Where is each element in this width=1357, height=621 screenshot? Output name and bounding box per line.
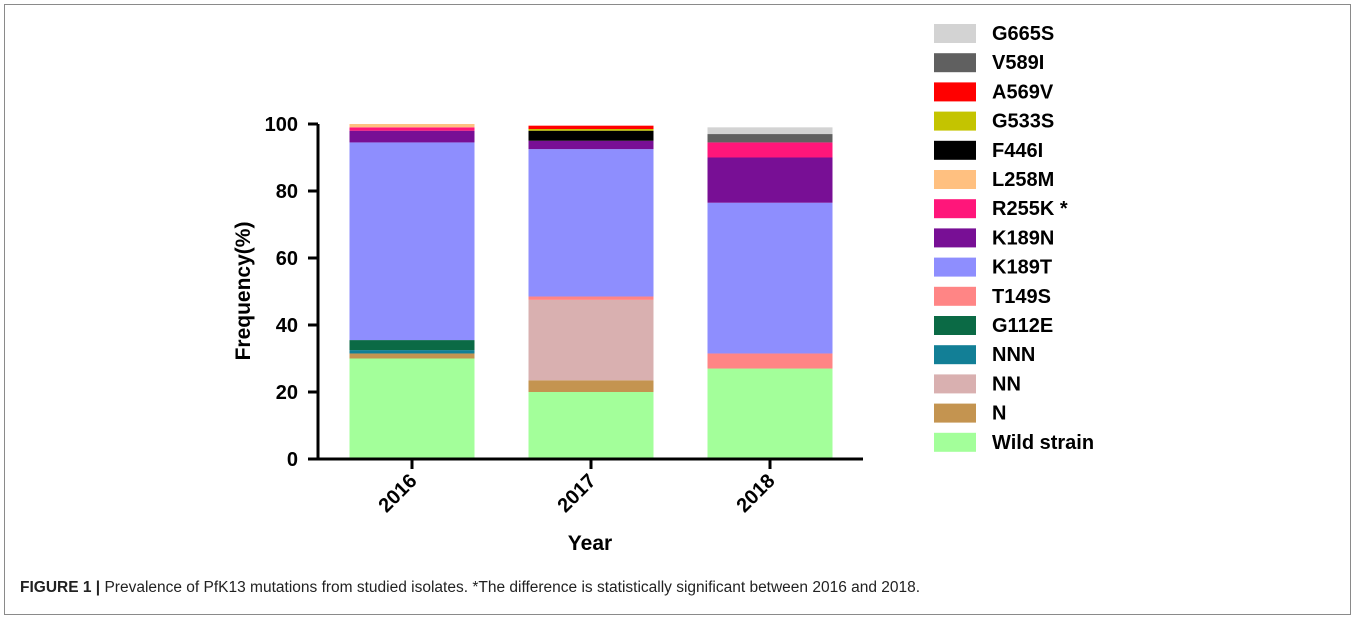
x-axis-title: Year bbox=[568, 532, 612, 555]
legend-swatch-wild-strain bbox=[934, 432, 976, 452]
y-tick-label-80: 80 bbox=[276, 181, 298, 203]
legend-swatch-l258m bbox=[934, 170, 976, 189]
legend-label-a569v: A569V bbox=[992, 81, 1054, 103]
bar-segment-2018-r255k bbox=[707, 142, 833, 158]
legend-label-g533s: G533S bbox=[992, 111, 1054, 133]
bar-segment-2016-r255k bbox=[349, 127, 475, 131]
bar-segment-2018-g665s bbox=[707, 127, 833, 135]
legend-swatch-v589i bbox=[934, 53, 976, 73]
legend-swatch-t149s bbox=[934, 286, 976, 306]
legend-swatch-f446i bbox=[934, 140, 976, 160]
bar-segment-2016-l258m bbox=[349, 124, 475, 128]
legend-label-t149s: T149S bbox=[992, 286, 1051, 308]
bar-segment-2017-k189n bbox=[528, 140, 654, 150]
legend-label-nnn: NNN bbox=[992, 344, 1035, 366]
legend-label-f446i: F446I bbox=[992, 140, 1043, 162]
bar-segment-2017-g533s bbox=[528, 129, 654, 131]
figure-caption: FIGURE 1 | Prevalence of PfK13 mutations… bbox=[20, 579, 920, 597]
legend-swatch-a569v bbox=[934, 82, 976, 102]
legend-label-wild-strain: Wild strain bbox=[992, 432, 1094, 454]
bar-segment-2016-k189n bbox=[349, 130, 475, 143]
legend-label-l258m: L258M bbox=[992, 169, 1054, 191]
legend-swatch-k189n bbox=[934, 228, 976, 248]
legend-swatch-nnn bbox=[934, 345, 976, 365]
legend-swatch-r255k bbox=[934, 199, 976, 219]
x-ticks-group: 2016 2017 2018 bbox=[375, 459, 780, 517]
legend-label-g112e: G112E bbox=[992, 315, 1053, 337]
bar-segment-2018-v589i bbox=[707, 134, 833, 143]
bar-segment-2017-t149s bbox=[528, 296, 654, 300]
legend-swatch-g665s bbox=[934, 24, 976, 43]
legend-swatch-g533s bbox=[934, 111, 976, 131]
bar-segment-2017-wild-strain bbox=[528, 392, 654, 459]
x-tick-label-2016: 2016 bbox=[375, 470, 422, 517]
bar-segment-2017-a569v bbox=[528, 125, 654, 130]
bar-segment-2016-n bbox=[349, 353, 475, 359]
y-ticks-group: 0 20 40 60 80 100 bbox=[265, 114, 318, 471]
bar-segment-2018-t149s bbox=[707, 353, 833, 369]
x-tick-label-2017: 2017 bbox=[554, 470, 601, 517]
figure-frame bbox=[4, 4, 1351, 615]
legend-swatch-k189t bbox=[934, 257, 976, 277]
legend-label-v589i: V589I bbox=[992, 52, 1044, 74]
legend-label-g665s: G665S bbox=[992, 23, 1054, 45]
y-tick-label-0: 0 bbox=[287, 449, 298, 471]
caption-lead: FIGURE 1 | bbox=[20, 579, 101, 596]
bar-segment-2018-k189n bbox=[707, 157, 833, 203]
legend: G665S V589I A569V G533S F446I L258M R255K * K18… bbox=[934, 23, 1094, 454]
y-tick-label-60: 60 bbox=[276, 248, 298, 270]
legend-label-n: N bbox=[992, 403, 1006, 425]
legend-swatch-n bbox=[934, 403, 976, 423]
legend-label-k189t: K189T bbox=[992, 257, 1052, 279]
legend-label-nn: NN bbox=[992, 373, 1021, 395]
bar-segment-2016-wild-strain bbox=[349, 358, 475, 459]
bar-segment-2016-g112e bbox=[349, 340, 475, 351]
y-tick-label-40: 40 bbox=[276, 315, 298, 337]
y-axis-title: Frequency(%) bbox=[232, 222, 255, 361]
bar-segment-2016-nnn bbox=[349, 350, 475, 354]
bar-segment-2016-k189t bbox=[349, 142, 475, 341]
bars-group bbox=[349, 124, 833, 459]
bar-segment-2017-f446i bbox=[528, 130, 654, 141]
legend-swatch-nn bbox=[934, 374, 976, 394]
y-tick-label-20: 20 bbox=[276, 382, 298, 404]
legend-swatch-g112e bbox=[934, 316, 976, 335]
bar-segment-2017-n bbox=[528, 380, 654, 392]
bar-segment-2018-k189t bbox=[707, 202, 833, 354]
y-tick-label-100: 100 bbox=[265, 114, 298, 136]
bar-segment-2018-wild-strain bbox=[707, 368, 833, 459]
legend-label-r255k: R255K * bbox=[992, 198, 1068, 220]
bar-segment-2017-nn bbox=[528, 299, 654, 381]
legend-label-k189n: K189N bbox=[992, 227, 1054, 249]
caption-text: Prevalence of PfK13 mutations from studi… bbox=[100, 579, 921, 596]
x-tick-label-2018: 2018 bbox=[733, 470, 780, 517]
bar-segment-2017-k189t bbox=[528, 149, 654, 297]
